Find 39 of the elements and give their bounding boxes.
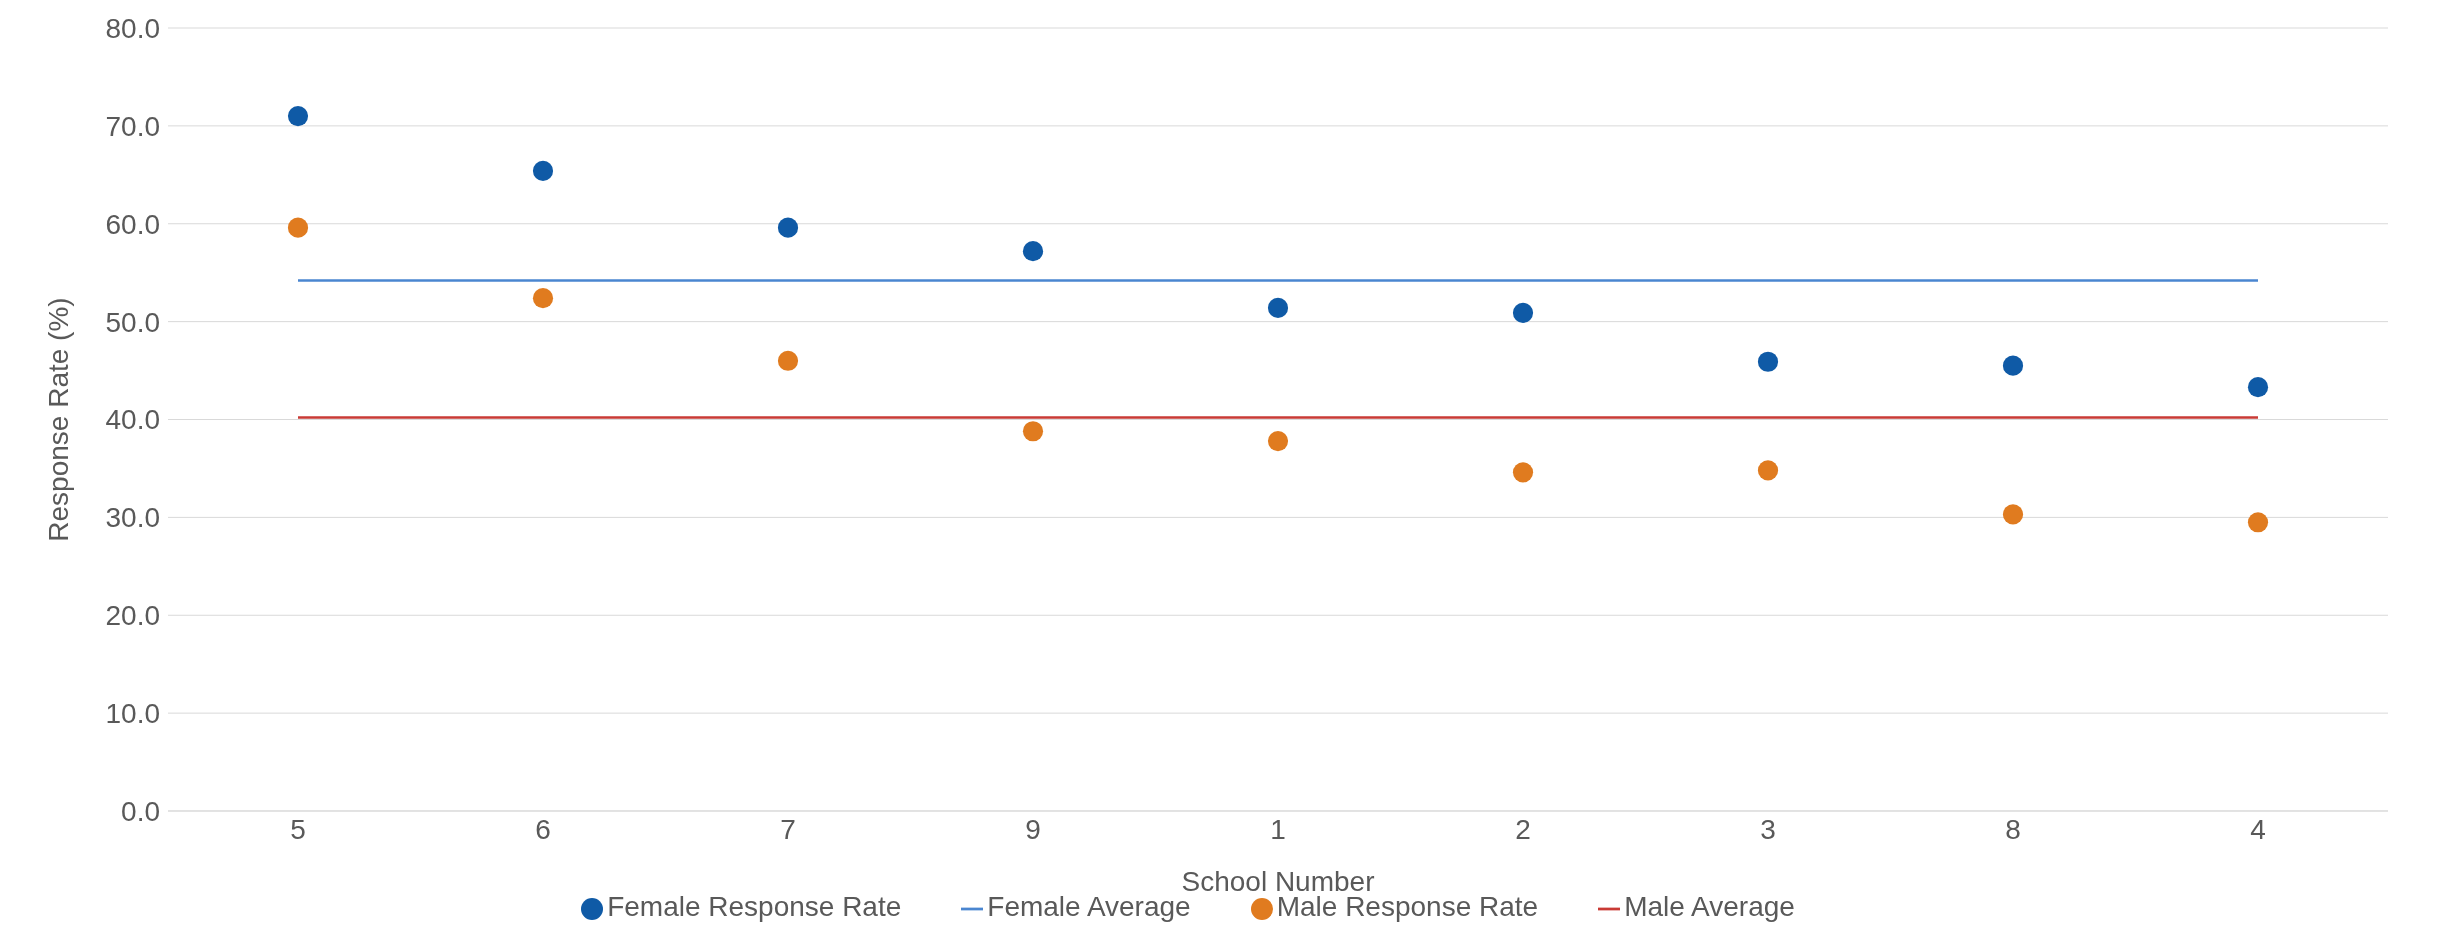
- point: [532, 160, 554, 181]
- point: [777, 350, 799, 371]
- point: [1022, 241, 1044, 262]
- legend-label: Male Average: [1624, 891, 1795, 922]
- legend-label: Female Response Rate: [607, 891, 902, 922]
- point: [1512, 462, 1534, 483]
- point: [1757, 351, 1779, 372]
- y-tick-label: 10.0: [105, 698, 160, 730]
- point: [1512, 302, 1534, 323]
- y-tick-label: 60.0: [105, 208, 160, 240]
- point: [2002, 504, 2024, 525]
- x-tick-label: 8: [2005, 813, 2021, 845]
- y-axis-title: Response Rate (%): [42, 297, 74, 542]
- point: [777, 217, 799, 238]
- y-tick-label: 80.0: [105, 12, 160, 44]
- x-tick-label: 7: [780, 813, 796, 845]
- point: [532, 288, 554, 309]
- y-tick-label: 30.0: [105, 502, 160, 534]
- x-tick-label: 5: [290, 813, 306, 845]
- x-tick-label: 2: [1515, 813, 1531, 845]
- y-tick-label: 50.0: [105, 306, 160, 338]
- point: [1267, 430, 1289, 452]
- y-tick-label: 70.0: [105, 110, 160, 142]
- point: [287, 106, 309, 127]
- point: [2002, 355, 2024, 376]
- y-tick-label: 20.0: [105, 600, 160, 632]
- point: [1267, 297, 1289, 318]
- x-tick-label: 4: [2250, 813, 2266, 845]
- x-tick-label: 9: [1025, 813, 1041, 845]
- x-tick-label: 3: [1760, 813, 1776, 845]
- y-tick-label: 0.0: [121, 795, 160, 827]
- point: [287, 217, 309, 238]
- point: [1022, 421, 1044, 442]
- x-tick-label: 6: [535, 813, 551, 845]
- y-tick-label: 40.0: [105, 404, 160, 436]
- point: [2247, 377, 2269, 398]
- point: [1757, 460, 1779, 481]
- x-tick-label: 1: [1270, 813, 1286, 845]
- point: [2247, 512, 2269, 533]
